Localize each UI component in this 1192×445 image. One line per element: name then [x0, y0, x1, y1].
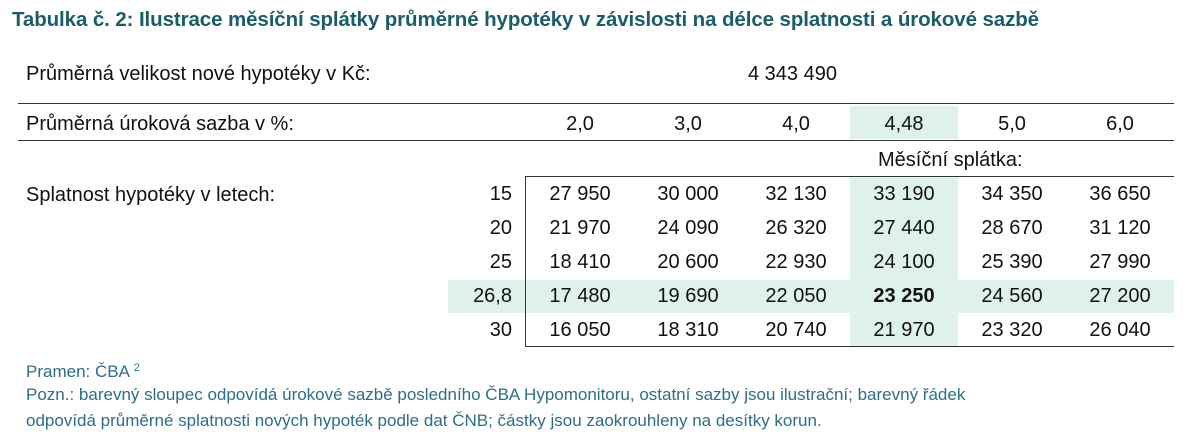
term-value: 26,8	[473, 285, 512, 307]
highlight-column	[850, 176, 958, 346]
payment-cell: 23 250	[873, 285, 935, 307]
payment-cell: 23 320	[981, 319, 1043, 341]
payment-cell: 19 690	[657, 285, 719, 307]
payment-cell: 27 440	[873, 217, 935, 239]
source-label: Pramen: ČBA	[26, 362, 129, 381]
grid-top-line	[525, 176, 1174, 177]
payment-cell: 16 050	[549, 319, 611, 341]
highlight-rate-cell	[850, 106, 958, 139]
rate-value: 6,0	[1106, 113, 1134, 135]
term-value: 20	[489, 217, 512, 239]
payment-cell: 32 130	[765, 183, 827, 205]
term-value: 30	[489, 319, 512, 341]
payment-cell: 17 480	[549, 285, 611, 307]
payment-cell: 30 000	[657, 183, 719, 205]
rate-value: 4,48	[884, 113, 924, 135]
payment-cell: 24 090	[657, 217, 719, 239]
payment-cell: 21 970	[549, 217, 611, 239]
payment-cell: 21 970	[873, 319, 935, 341]
note-line-1: Pozn.: barevný sloupec odpovídá úrokové …	[26, 385, 966, 404]
term-label: Splatnost hypotéky v letech:	[26, 184, 276, 206]
payment-cell: 20 740	[765, 319, 827, 341]
payment-cell: 24 560	[981, 285, 1043, 307]
rate-value: 2,0	[566, 113, 594, 135]
payment-cell: 28 670	[981, 217, 1043, 239]
note-line-2: odpovídá průměrné splatnosti nových hypo…	[26, 411, 822, 430]
payment-cell: 18 310	[657, 319, 719, 341]
source-footnote: 2	[133, 362, 140, 374]
payment-cell: 26 040	[1089, 319, 1151, 341]
payment-cell: 31 120	[1089, 217, 1151, 239]
payment-cell: 26 320	[765, 217, 827, 239]
payment-cell: 27 200	[1089, 285, 1151, 307]
loan-label: Průměrná velikost nové hypotéky v Kč:	[26, 63, 371, 85]
separator-top	[18, 103, 1174, 104]
table-title: Tabulka č. 2: Ilustrace měsíční splátky …	[12, 8, 1039, 31]
payment-cell: 25 390	[981, 251, 1043, 273]
payment-cell: 34 350	[981, 183, 1043, 205]
payment-cell: 27 950	[549, 183, 611, 205]
rate-value: 3,0	[674, 113, 702, 135]
payment-cell: 27 990	[1089, 251, 1151, 273]
rate-label: Průměrná úroková sazba v %:	[26, 113, 294, 135]
grid-bottom-line	[525, 346, 1174, 347]
payment-cell: 24 100	[873, 251, 935, 273]
source-line: Pramen: ČBA 2	[26, 357, 140, 383]
separator-mid	[18, 140, 1174, 141]
rate-value: 5,0	[998, 113, 1026, 135]
payment-cell: 20 600	[657, 251, 719, 273]
payment-cell: 22 930	[765, 251, 827, 273]
rate-value: 4,0	[782, 113, 810, 135]
term-value: 15	[489, 183, 512, 205]
term-value: 25	[489, 251, 512, 273]
grid-left-line	[525, 176, 526, 346]
payment-cell: 33 190	[873, 183, 935, 205]
payment-cell: 18 410	[549, 251, 611, 273]
loan-value: 4 343 490	[748, 63, 837, 85]
highlight-row	[448, 280, 1174, 313]
payment-header: Měsíční splátka:	[878, 149, 1023, 171]
payment-cell: 22 050	[765, 285, 827, 307]
payment-cell: 36 650	[1089, 183, 1151, 205]
